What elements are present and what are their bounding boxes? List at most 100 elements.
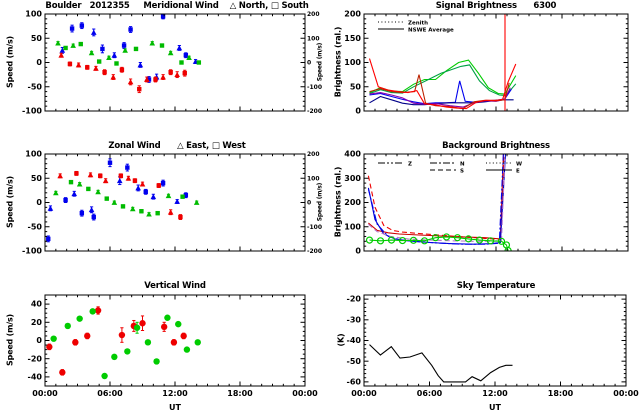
meridional_wind-ytick: -100: [22, 107, 42, 116]
zonal_wind-series-west-red: [74, 170, 183, 220]
legend-label: N: [460, 162, 465, 168]
background_brightness-data: [365, 154, 512, 251]
signal_brightness-series-red-main: [368, 58, 517, 110]
vertical_wind-xtick: 18:00: [227, 389, 253, 398]
background_brightness-ytick: 300: [344, 174, 361, 183]
sky_temperature-xtick: 18:00: [548, 389, 574, 398]
sky_temperature-xtick: 00:00: [613, 389, 639, 398]
title-sky-temperature: Sky Temperature: [456, 281, 536, 291]
legend-label: Zenith: [408, 21, 428, 27]
ylabel-right-zonal: Speed (m/s): [316, 182, 324, 222]
sky_temperature-ytick: -40: [347, 336, 362, 345]
zonal_wind-ytick: 0: [36, 198, 42, 207]
vertical_wind-ytick: -40: [28, 373, 43, 382]
zonal_wind-ytick: 100: [25, 150, 42, 159]
legend-label: W: [516, 162, 522, 168]
legend-label: S: [460, 169, 464, 175]
zonal_wind-ytick: -50: [28, 222, 43, 231]
sky_temperature-plot: 00:00 06:00 12:00 18:00 00:00 -60 -50 -40 -30 -20: [347, 294, 639, 398]
vertical_wind-ytick: -20: [28, 354, 43, 363]
signal_brightness-data: [368, 14, 517, 111]
legend-label: E: [516, 169, 520, 175]
signal_brightness-ytick: 150: [344, 34, 361, 43]
meridional_wind-plot: -100 -200 -50 -100 0 0 50 100 100 200: [22, 10, 322, 116]
signal_brightness-ytick: 200: [344, 10, 361, 19]
meridional_wind-series-south-green: [63, 41, 202, 66]
ylabel-vertical: Speed (m/s): [5, 314, 15, 366]
sky_temperature-series-sky-temp-line: [369, 344, 513, 383]
vertical_wind-series-red-dots: [46, 306, 187, 376]
sky_temperature-ytick: -20: [347, 295, 362, 304]
sky_temperature-ytick: -50: [347, 357, 362, 366]
ylabel-signal: Brightness (ral.): [333, 26, 343, 98]
ylabel-sky: (K): [336, 333, 346, 347]
meridional_wind-ytick: 0: [36, 58, 42, 67]
legend-label: NSWE Average: [408, 28, 454, 34]
zonal_wind-series-east-red: [57, 172, 174, 216]
signal_brightness-series-green-bright: [369, 59, 517, 95]
title-signal-brightness: Signal Brightness 6300: [435, 1, 557, 11]
zonal_wind-series-west-blue: [46, 158, 189, 243]
xlabel-sky-ut: UT: [489, 403, 501, 412]
title-zonal-wind: Zonal Wind △ East, □ West: [108, 141, 246, 151]
meridional_wind-ytick: 100: [25, 10, 42, 19]
vertical_wind-xtick: 00:00: [32, 389, 58, 398]
sky_temperature-xtick: 00:00: [351, 389, 377, 398]
zonal_wind-data: [46, 158, 200, 243]
vertical_wind-ytick: 20: [31, 318, 43, 327]
title-vertical-wind: Vertical Wind: [144, 281, 206, 291]
sky_temperature-xtick: 12:00: [482, 389, 508, 398]
vertical_wind-plot: 00:00 06:00 12:00 18:00 00:00 -40 -20 0 20 40: [28, 294, 318, 398]
vertical_wind-ytick: 0: [36, 336, 42, 345]
sky_temperature-xtick: 06:00: [417, 389, 443, 398]
meridional_wind-ytick: -50: [28, 82, 43, 91]
meridional_wind-ytick: 50: [31, 34, 43, 43]
meridional_wind-data: [55, 14, 202, 94]
vertical_wind-xtick: 12:00: [162, 389, 188, 398]
background_brightness-ytick: 200: [344, 198, 361, 207]
meridional_wind-series-north-green: [55, 40, 192, 61]
background_brightness-series-blue-solid: [367, 154, 507, 245]
zonal_wind-ytick-right: -100: [307, 224, 322, 231]
legend-label: Z: [408, 162, 412, 168]
signal_brightness-ytick: 100: [344, 58, 361, 67]
zonal_wind-series-east-green: [53, 181, 200, 217]
zonal_wind-ytick-right: 200: [307, 151, 320, 158]
vertical_wind-series-green-dots: [50, 308, 201, 380]
vertical_wind-ytick: 40: [31, 300, 43, 309]
sky_temperature-data: [369, 344, 513, 383]
meridional_wind-ytick-right: -100: [307, 84, 322, 91]
zonal_wind-ytick-right: 0: [307, 200, 311, 207]
background_brightness-ytick: 100: [344, 222, 361, 231]
signal_brightness-ytick: 50: [350, 82, 362, 91]
background_brightness-plot: 0 100 200 300 400 Z NS WE: [344, 150, 629, 256]
title-meridional-wind: Boulder 2012355 Meridional Wind △ North,…: [45, 1, 309, 11]
zonal_wind-ytick: -100: [22, 247, 42, 256]
sky_temperature-ytick: -60: [347, 377, 362, 386]
background_brightness-ytick: 0: [355, 247, 361, 256]
signal_brightness-ytick: 0: [355, 107, 361, 116]
meridional_wind-ytick-right: 200: [307, 11, 320, 18]
background_brightness-series-green-circles: [365, 233, 512, 251]
zonal_wind-series-east-blue: [47, 176, 180, 214]
meridional_wind-ytick-right: 100: [307, 35, 320, 42]
background_brightness-series-blue-dashdot: [367, 154, 504, 245]
ylabel-meridional: Speed (m/s): [5, 36, 15, 88]
ylabel-zonal: Speed (m/s): [5, 176, 15, 228]
meridional_wind-ytick-right: -200: [307, 108, 322, 115]
meridional_wind-ytick-right: 0: [307, 60, 311, 67]
background_brightness-series-red-dashed: [367, 154, 505, 240]
meridional_wind-series-south-red: [67, 61, 187, 94]
vertical_wind-xtick: 06:00: [97, 389, 123, 398]
background_brightness-series-red-solid: [368, 154, 504, 240]
background_brightness-series-lavender-dash: [368, 158, 506, 242]
zonal_wind-ytick-right: 100: [307, 175, 320, 182]
ylabel-right-meridional: Speed (m/s): [316, 42, 324, 82]
vertical_wind-data: [46, 306, 201, 380]
ylabel-background: Brightness (ral.): [333, 166, 343, 238]
meridional_wind-series-north-blue: [59, 28, 199, 81]
xlabel-vertical-ut: UT: [169, 403, 181, 412]
